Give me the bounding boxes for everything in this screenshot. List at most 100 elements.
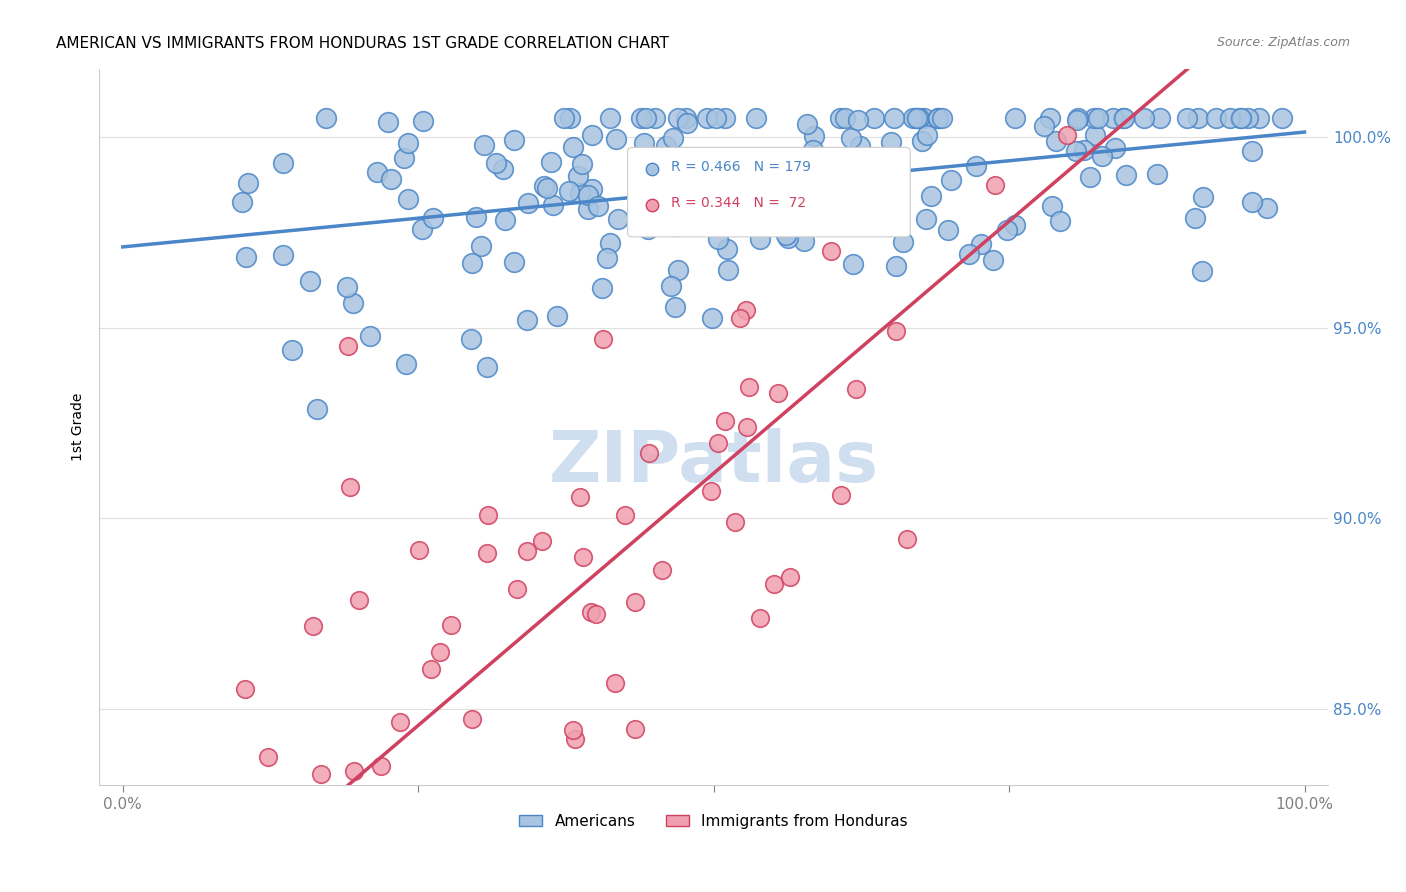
Point — [725, 177, 748, 191]
Point — [315, 111, 337, 125]
Point — [562, 140, 585, 154]
Point — [1146, 167, 1168, 181]
Point — [380, 172, 402, 186]
Point — [502, 254, 524, 268]
Point — [779, 570, 801, 584]
Point — [460, 255, 482, 269]
Point — [1004, 111, 1026, 125]
Point — [1187, 111, 1209, 125]
Point — [567, 169, 589, 183]
Point — [599, 236, 621, 251]
Point — [1056, 128, 1078, 142]
Point — [1112, 111, 1135, 125]
Point — [931, 111, 953, 125]
Point — [1191, 264, 1213, 278]
Point — [396, 136, 419, 150]
Point — [297, 812, 319, 826]
Point — [1229, 111, 1251, 125]
Point — [970, 236, 993, 251]
Point — [1132, 111, 1154, 125]
Point — [408, 543, 430, 558]
Point — [1191, 190, 1213, 204]
Point — [235, 250, 257, 264]
Point — [984, 178, 1007, 192]
Point — [420, 662, 443, 676]
Point — [704, 111, 727, 125]
Point — [605, 676, 627, 690]
Point — [742, 163, 765, 178]
Point — [696, 111, 718, 125]
Point — [1078, 169, 1101, 184]
Point — [1067, 111, 1090, 125]
Point — [184, 848, 207, 863]
Point — [842, 257, 865, 271]
Point — [281, 343, 304, 357]
Point — [503, 133, 526, 147]
Point — [562, 723, 585, 738]
Point — [644, 855, 666, 869]
Point — [662, 131, 685, 145]
Point — [796, 117, 818, 131]
Point — [460, 332, 482, 346]
Point — [1004, 218, 1026, 232]
Point — [560, 803, 582, 817]
Point — [477, 508, 499, 523]
Point — [821, 185, 844, 199]
Point — [1066, 113, 1088, 128]
Point — [472, 138, 495, 153]
Point — [1184, 211, 1206, 225]
Point — [571, 157, 593, 171]
Point — [359, 328, 381, 343]
Point — [572, 550, 595, 565]
Point — [233, 681, 256, 696]
Point — [776, 231, 799, 245]
Text: R = 0.466   N = 179: R = 0.466 N = 179 — [671, 161, 811, 175]
Point — [1247, 111, 1270, 125]
Point — [1032, 119, 1054, 133]
Text: AMERICAN VS IMMIGRANTS FROM HONDURAS 1ST GRADE CORRELATION CHART: AMERICAN VS IMMIGRANTS FROM HONDURAS 1ST… — [56, 36, 669, 51]
Point — [395, 357, 418, 371]
Point — [655, 139, 678, 153]
Point — [429, 645, 451, 659]
Point — [302, 618, 325, 632]
Point — [342, 295, 364, 310]
Point — [666, 263, 689, 277]
Point — [820, 244, 842, 259]
Point — [915, 128, 938, 143]
Point — [1256, 201, 1278, 215]
Point — [787, 181, 810, 195]
Point — [775, 215, 797, 229]
Point — [886, 324, 908, 338]
Point — [492, 162, 515, 177]
Point — [724, 515, 747, 529]
Point — [377, 115, 399, 129]
Point — [585, 607, 607, 622]
Point — [936, 223, 959, 237]
Point — [581, 605, 603, 619]
Point — [634, 111, 657, 125]
Point — [599, 111, 621, 125]
Point — [1040, 199, 1063, 213]
Point — [440, 618, 463, 632]
Point — [676, 214, 699, 228]
Point — [834, 111, 856, 125]
Point — [1219, 111, 1241, 125]
Point — [908, 111, 931, 125]
Point — [759, 205, 782, 219]
Point — [801, 143, 824, 157]
Point — [637, 221, 659, 235]
Point — [644, 664, 666, 678]
Point — [1049, 214, 1071, 228]
Point — [1073, 144, 1095, 158]
Point — [915, 212, 938, 227]
Point — [702, 173, 724, 187]
Point — [803, 128, 825, 143]
Point — [939, 173, 962, 187]
Point — [624, 595, 647, 609]
Point — [560, 111, 582, 125]
Point — [1038, 111, 1060, 125]
Point — [536, 180, 558, 194]
Text: Source: ZipAtlas.com: Source: ZipAtlas.com — [1216, 36, 1350, 49]
Point — [981, 253, 1004, 268]
Point — [683, 176, 706, 190]
